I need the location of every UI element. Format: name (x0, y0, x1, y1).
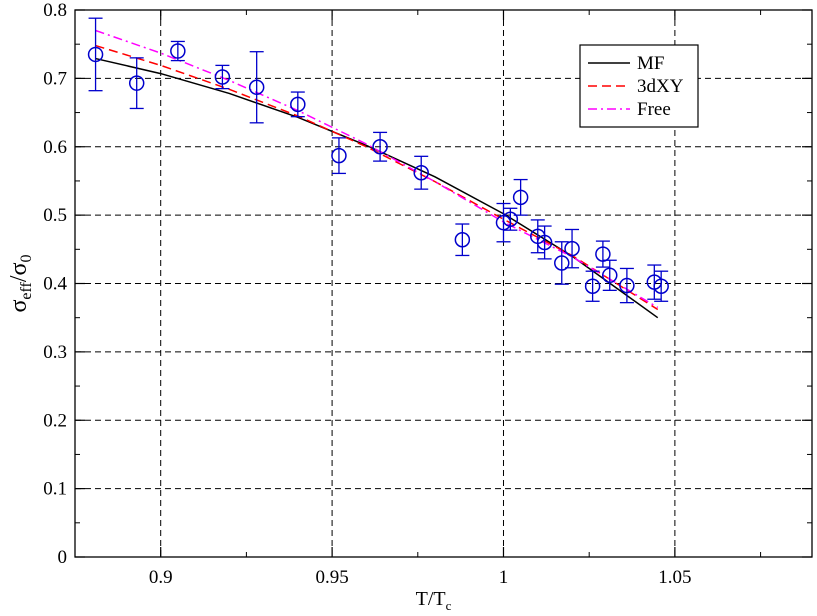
data-point (87, 17, 104, 92)
y-tick-label: 0.1 (43, 479, 67, 500)
data-marker (584, 278, 601, 294)
x-axis-title-sub: c (446, 598, 452, 613)
data-marker (595, 246, 611, 262)
data-point (564, 228, 580, 269)
y-axis-title-sub-eff: eff (18, 281, 35, 299)
data-point (248, 51, 265, 124)
axis-ticks: 0.9 0.95 1 1.05 0 0.1 0.2 0.3 0.4 0.5 0.6 0.7 0.8 (43, 0, 812, 588)
data-marker (502, 211, 519, 227)
data-point (331, 137, 347, 175)
data-point (170, 40, 186, 62)
y-tick-label: 0.8 (43, 0, 67, 21)
x-tick-label: 0.95 (315, 567, 348, 588)
y-axis-title: σeff/σ0 (6, 254, 35, 312)
data-point (619, 267, 635, 304)
y-axis-title-sigma: σ (6, 300, 32, 313)
series-lines (95, 29, 659, 319)
y-axis-title-sub-0: 0 (18, 254, 35, 262)
data-marker (87, 46, 104, 63)
data-point (602, 259, 618, 291)
data-marker (290, 96, 306, 113)
data-points (87, 17, 669, 304)
data-marker (413, 164, 429, 181)
data-point (290, 91, 306, 118)
data-point (653, 270, 669, 302)
data-point (554, 241, 570, 285)
data-point (214, 64, 231, 90)
data-marker (372, 139, 388, 155)
data-marker (653, 278, 669, 294)
legend-label-free: Free (637, 99, 671, 120)
data-point (372, 131, 388, 162)
data-point (646, 264, 663, 300)
series-line-free (95, 29, 659, 309)
x-tick-label: 0.9 (149, 567, 173, 588)
y-tick-label: 0.5 (43, 205, 67, 226)
y-tick-label: 0.7 (43, 68, 67, 89)
data-point (413, 155, 429, 190)
data-marker (554, 255, 570, 271)
y-tick-label: 0.3 (43, 342, 67, 363)
y-axis-title-sigma0: /σ (6, 262, 32, 282)
data-point (584, 270, 601, 302)
y-tick-label: 0.6 (43, 137, 67, 158)
data-marker (170, 43, 186, 59)
legend-box (579, 44, 699, 128)
data-marker (512, 189, 529, 206)
data-marker (454, 231, 471, 248)
legend-label-mf: MF (637, 53, 664, 74)
series-line-mf (95, 57, 659, 319)
series-line-3dxy (95, 44, 659, 311)
x-axis-title: T/Tc (416, 588, 452, 613)
data-marker (536, 234, 553, 251)
y-tick-label: 0.2 (43, 410, 67, 431)
y-tick-label: 0.4 (43, 274, 67, 295)
x-axis-title-main: T/T (416, 588, 446, 610)
data-point (536, 225, 553, 260)
y-tick-label: 0 (58, 547, 68, 568)
data-marker (331, 147, 347, 164)
x-tick-label: 1 (499, 567, 509, 588)
data-marker (248, 79, 265, 96)
grid-lines (75, 10, 812, 557)
data-point (128, 57, 145, 110)
data-point (502, 207, 519, 231)
legend-label-3dxy: 3dXY (637, 76, 684, 97)
x-tick-label: 1.05 (658, 567, 691, 588)
data-marker (128, 75, 145, 91)
data-marker (214, 69, 231, 85)
data-point (454, 223, 471, 257)
data-point (595, 240, 611, 268)
data-marker (602, 267, 618, 284)
data-marker (564, 240, 580, 257)
data-marker (619, 277, 635, 294)
data-point (512, 178, 529, 216)
